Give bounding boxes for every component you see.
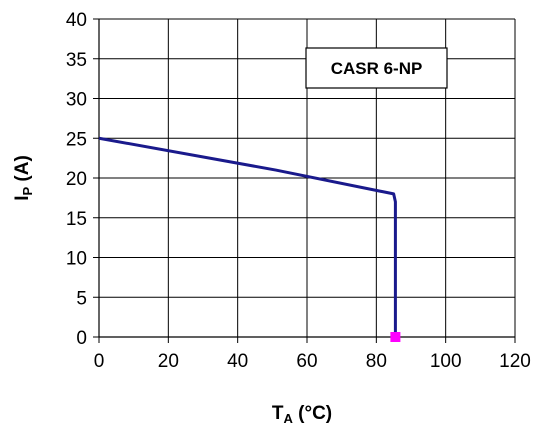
x-axis-title-unit: (°C): [293, 403, 332, 424]
y-axis-title: IP (A): [12, 155, 35, 201]
x-tick-label: 120: [499, 351, 531, 372]
y-tick-label: 5: [76, 288, 87, 309]
x-tick-label: 0: [94, 351, 105, 372]
y-tick-label: 20: [66, 169, 87, 190]
annotation-frame: [305, 47, 448, 89]
x-axis-title-main: T: [272, 403, 284, 424]
x-axis-title-sub: A: [283, 411, 293, 426]
markers: [390, 332, 401, 342]
x-tick-label: 60: [296, 351, 317, 372]
x-tick-label: 100: [430, 351, 462, 372]
x-axis-title: TA (°C): [272, 403, 332, 426]
marker-square: [390, 332, 401, 342]
tick-labels: 0 20 40 60 80 100 120 0 5 10 15 20 25 30 35 40: [66, 10, 531, 372]
annotation-label: CASR 6-NP: [331, 59, 423, 78]
y-tick-label: 0: [76, 328, 87, 349]
annotation-box: CASR 6-NP: [305, 47, 448, 89]
axes: [93, 18, 516, 343]
x-tick-label: 80: [366, 351, 387, 372]
y-tick-label: 35: [66, 50, 87, 71]
y-tick-label: 30: [66, 90, 87, 111]
y-axis-title-main: I: [12, 196, 33, 201]
y-tick-label: 40: [66, 10, 87, 31]
x-tick-label: 20: [158, 351, 179, 372]
series: [98, 136, 397, 338]
y-tick-label: 10: [66, 249, 87, 270]
x-tick-label: 40: [227, 351, 248, 372]
y-axis-title-sub: P: [20, 187, 35, 196]
y-axis-title-unit: (A): [12, 155, 33, 187]
y-tick-label: 25: [66, 129, 87, 150]
y-tick-label: 15: [66, 209, 87, 230]
